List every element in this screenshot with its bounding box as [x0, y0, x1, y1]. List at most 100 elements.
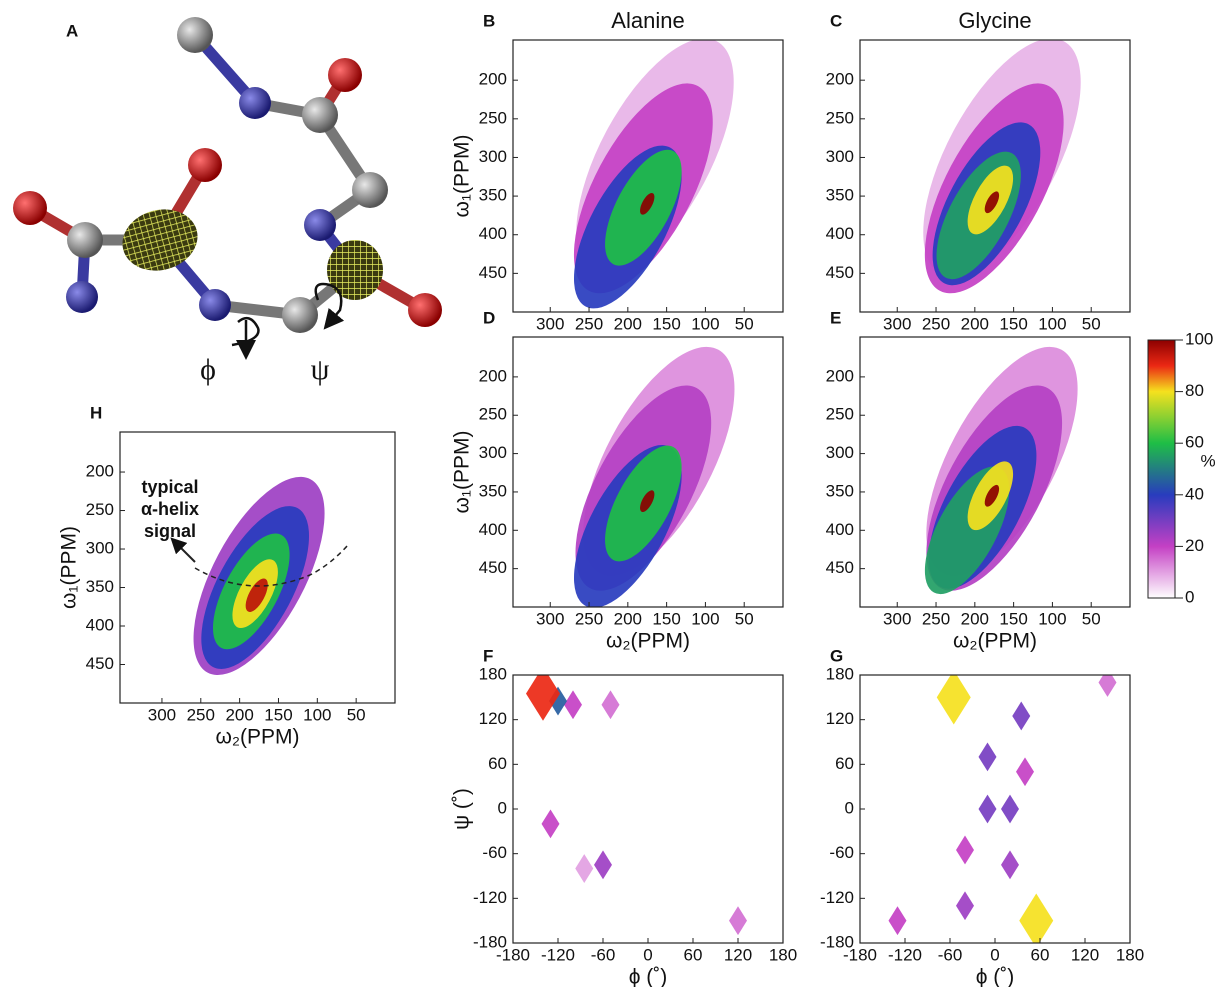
x-tick-label: 100 [691, 609, 719, 628]
y-axis-label: ω₁(PPM) [58, 526, 81, 609]
density-blob [984, 484, 1000, 507]
density-cell [978, 794, 997, 824]
colorbar-tick-label: 80 [1185, 381, 1204, 400]
x-tick-label: 0 [643, 945, 652, 964]
panel-letter: A [66, 21, 78, 40]
y-axis-label: ω₁(PPM) [451, 431, 474, 514]
x-tick-label: 50 [735, 314, 754, 333]
panel-letter: E [830, 308, 841, 327]
y-tick-label: 250 [479, 108, 507, 127]
x-tick-label: 300 [536, 609, 564, 628]
x-tick-label: 180 [769, 945, 797, 964]
y-tick-label: 250 [826, 108, 854, 127]
density-cell [594, 850, 612, 880]
y-tick-label: 180 [826, 664, 854, 683]
colorbar-tick-label: 100 [1185, 329, 1213, 348]
heatmap [526, 675, 747, 936]
x-tick-label: 100 [1038, 609, 1066, 628]
density-cell [1016, 757, 1034, 787]
y-axis-label: ψ (˚) [451, 788, 474, 830]
y-tick-label: 0 [498, 798, 507, 817]
x-tick-label: 120 [1071, 945, 1099, 964]
density-cell [1001, 794, 1019, 824]
y-tick-label: 400 [86, 615, 114, 634]
annotation: typical [141, 477, 198, 497]
y-tick-label: -180 [473, 932, 507, 951]
density-cell [1001, 850, 1019, 880]
y-tick-label: 200 [479, 70, 507, 89]
x-tick-label: 300 [883, 609, 911, 628]
y-tick-label: 300 [479, 147, 507, 166]
guide-line [194, 544, 349, 587]
x-tick-label: -120 [888, 945, 922, 964]
x-tick-label: 100 [1038, 314, 1066, 333]
y-tick-label: -60 [482, 843, 507, 862]
y-tick-label: 450 [479, 558, 507, 577]
plot-frame [859, 39, 1131, 313]
molecule [13, 17, 442, 360]
x-tick-label: 150 [999, 314, 1027, 333]
y-tick-label: 180 [479, 664, 507, 683]
y-tick-label: 450 [826, 263, 854, 282]
density-cell [1012, 701, 1031, 731]
y-tick-label: 350 [86, 577, 114, 596]
x-tick-label: 200 [614, 609, 642, 628]
x-tick-label: -120 [541, 945, 575, 964]
y-tick-label: 450 [826, 558, 854, 577]
density-cell [956, 891, 974, 921]
heatmap [888, 675, 1117, 943]
density-cell [729, 906, 747, 936]
x-tick-label: 50 [735, 609, 754, 628]
y-tick-label: -120 [473, 888, 507, 907]
panel-letter: B [483, 11, 495, 30]
heatmap [193, 476, 325, 676]
y-tick-label: 350 [826, 186, 854, 205]
panel-letter: F [483, 646, 493, 665]
density-cell [564, 690, 582, 720]
y-tick-label: 60 [835, 754, 854, 773]
arrow [170, 537, 196, 563]
x-tick-label: 50 [1082, 314, 1101, 333]
plot-frame [859, 336, 1131, 608]
y-tick-label: 120 [826, 709, 854, 728]
x-tick-label: 250 [575, 609, 603, 628]
x-tick-label: 150 [999, 609, 1027, 628]
y-tick-label: 200 [86, 462, 114, 481]
density-cell [541, 809, 560, 839]
plot-frame [119, 431, 396, 704]
x-tick-label: 60 [684, 945, 703, 964]
x-axis-label: ϕ (˚) [976, 966, 1015, 987]
y-tick-label: 200 [826, 366, 854, 385]
y-tick-label: 300 [86, 539, 114, 558]
panel-letter: H [90, 403, 102, 422]
colorbar-label: % [1200, 451, 1215, 470]
y-tick-label: 450 [479, 263, 507, 282]
colorbar-tick-label: 20 [1185, 536, 1204, 555]
x-axis-label: ω₂(PPM) [215, 726, 299, 749]
panel-letter: G [830, 646, 843, 665]
colorbar-tick-label: 40 [1185, 484, 1204, 503]
angle-label: ψ [311, 353, 330, 386]
y-tick-label: 200 [826, 70, 854, 89]
density-cell [956, 835, 974, 865]
x-tick-label: 150 [652, 314, 680, 333]
x-tick-label: 50 [347, 705, 366, 724]
y-tick-label: 350 [826, 481, 854, 500]
x-axis-label: ω₂(PPM) [606, 630, 690, 653]
x-axis-label: ϕ (˚) [629, 966, 668, 987]
colorbar [1147, 339, 1176, 599]
x-tick-label: 250 [187, 705, 215, 724]
density-blob [245, 578, 268, 612]
y-axis-label: ω₁(PPM) [451, 135, 474, 218]
x-tick-label: 100 [303, 705, 331, 724]
y-tick-label: 250 [479, 405, 507, 424]
x-tick-label: -60 [591, 945, 616, 964]
heatmap [923, 40, 1081, 294]
y-tick-label: -60 [829, 843, 854, 862]
plot-frame [512, 674, 784, 944]
density-cell [526, 675, 560, 721]
density-cell [601, 690, 620, 720]
y-tick-label: -180 [820, 932, 854, 951]
x-tick-label: 300 [536, 314, 564, 333]
heatmap [924, 346, 1078, 595]
